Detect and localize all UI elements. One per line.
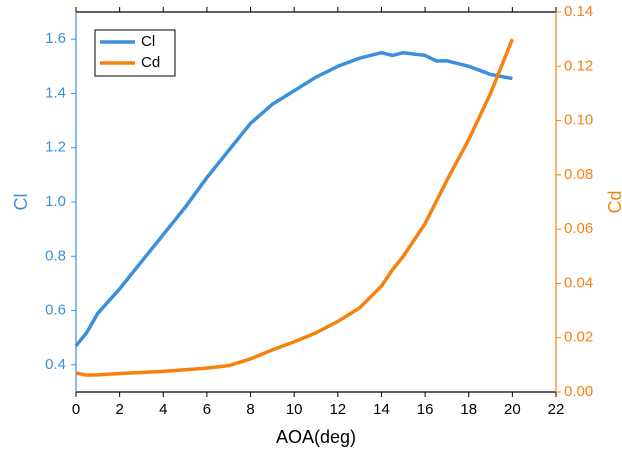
y2-tick-label: 0.06 <box>564 220 593 237</box>
y-tick-label: 1.0 <box>45 193 66 210</box>
y2-tick-label: 0.12 <box>564 57 593 74</box>
y2-tick-label: 0.10 <box>564 112 593 129</box>
x-tick-label: 10 <box>286 401 303 418</box>
y-tick-label: 0.8 <box>45 247 66 264</box>
x-tick-label: 8 <box>246 401 254 418</box>
x-tick-label: 14 <box>373 401 390 418</box>
legend-label: Cd <box>141 54 160 71</box>
y-tick-label: 1.4 <box>45 84 66 101</box>
x-tick-label: 2 <box>115 401 123 418</box>
y2-tick-label: 0.02 <box>564 329 593 346</box>
legend-label: Cl <box>141 33 155 50</box>
x-tick-label: 12 <box>329 401 346 418</box>
x-tick-label: 16 <box>417 401 434 418</box>
y-tick-label: 1.6 <box>45 30 66 47</box>
x-tick-label: 6 <box>203 401 211 418</box>
y2-axis-title: Cd <box>605 190 622 213</box>
y2-tick-label: 0.00 <box>564 383 593 400</box>
y2-tick-label: 0.14 <box>564 3 593 20</box>
y2-tick-label: 0.04 <box>564 274 593 291</box>
x-tick-label: 22 <box>548 401 565 418</box>
y-tick-label: 0.6 <box>45 302 66 319</box>
line <box>75 38 514 377</box>
x-axis-title: AOA(deg) <box>276 427 356 447</box>
y-tick-label: 1.2 <box>45 139 66 156</box>
x-tick-label: 20 <box>504 401 521 418</box>
y-tick-label: 0.4 <box>45 356 66 373</box>
x-tick-label: 0 <box>72 401 80 418</box>
legend-box <box>94 29 176 77</box>
x-tick-label: 18 <box>460 401 477 418</box>
x-tick-label: 4 <box>159 401 167 418</box>
line <box>74 50 513 347</box>
y2-tick-label: 0.08 <box>564 166 593 183</box>
y-axis-title: Cl <box>11 194 31 211</box>
